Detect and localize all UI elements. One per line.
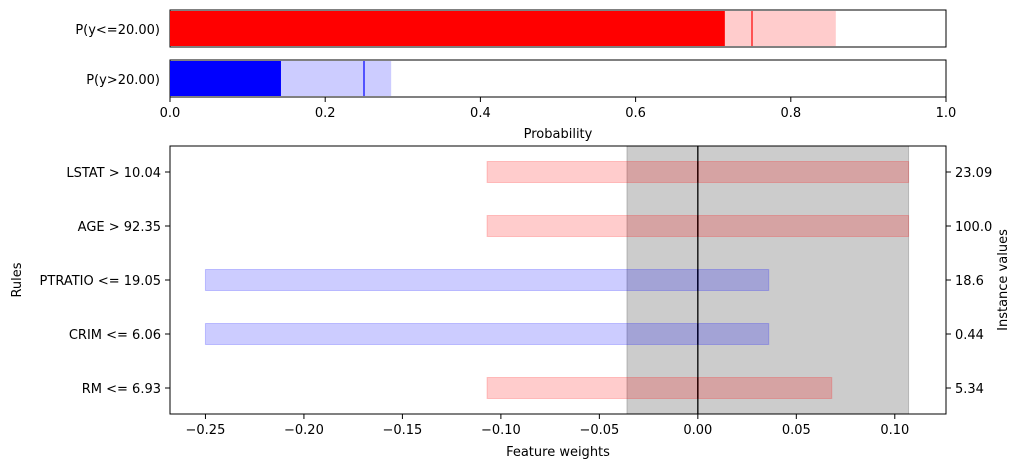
feature-weight-x-axis: −0.25 −0.20 −0.15 −0.10 −0.05 0.00 0.05 0.10: [186, 414, 909, 438]
category-label: P(y<=20.00): [75, 23, 160, 38]
instance-value-label: 0.44: [955, 328, 984, 343]
rule-weight-bars: [204, 146, 910, 414]
rule-interval-bar: [486, 377, 833, 399]
x-tick-label: 0.0: [160, 106, 181, 121]
category-label: P(y>20.00): [86, 73, 160, 88]
rule-label: LSTAT > 10.04: [66, 166, 161, 181]
x-tick-label: 0.2: [315, 106, 336, 121]
rule-interval-bar: [204, 269, 770, 291]
x-tick-label: −0.05: [579, 423, 619, 438]
instance-value-label: 100.0: [955, 220, 992, 235]
probability-bar: [170, 11, 725, 46]
feature-weights-axis-label: Feature weights: [506, 445, 610, 460]
instance-value-label: 5.34: [955, 382, 984, 397]
x-tick-label: 0.6: [625, 106, 646, 121]
x-tick-label: 0.00: [683, 423, 712, 438]
x-tick-label: 0.05: [782, 423, 811, 438]
rule-label: RM <= 6.93: [82, 382, 161, 397]
probability-bars: [170, 11, 836, 96]
rules-axis-label: Rules: [10, 262, 25, 297]
instance-values-axis-label: Instance values: [996, 229, 1011, 331]
x-tick-label: −0.15: [382, 423, 422, 438]
rules-panel-background: [626, 145, 910, 415]
rule-label: AGE > 92.35: [78, 220, 161, 235]
rule-label: CRIM <= 6.06: [69, 328, 161, 343]
instance-value-labels: 23.09 100.0 18.6 0.44 5.34: [946, 166, 992, 397]
probability-axis-label: Probability: [524, 127, 593, 142]
instance-value-label: 18.6: [955, 274, 984, 289]
probability-x-axis: 0.0 0.2 0.4 0.6 0.8 1.0: [160, 97, 957, 121]
rule-labels: LSTAT > 10.04 AGE > 92.35 PTRATIO <= 19.05…: [40, 166, 170, 397]
x-tick-label: 0.8: [780, 106, 801, 121]
x-tick-label: −0.20: [284, 423, 324, 438]
uncertainty-region: [626, 145, 910, 415]
instance-value-label: 23.09: [955, 166, 992, 181]
x-tick-label: 0.4: [470, 106, 491, 121]
x-tick-label: −0.25: [186, 423, 226, 438]
rule-interval-bar: [204, 323, 770, 345]
x-tick-label: 1.0: [936, 106, 957, 121]
probability-bar: [170, 61, 281, 96]
x-tick-label: 0.10: [880, 423, 909, 438]
rule-label: PTRATIO <= 19.05: [40, 274, 161, 289]
x-tick-label: −0.10: [481, 423, 521, 438]
